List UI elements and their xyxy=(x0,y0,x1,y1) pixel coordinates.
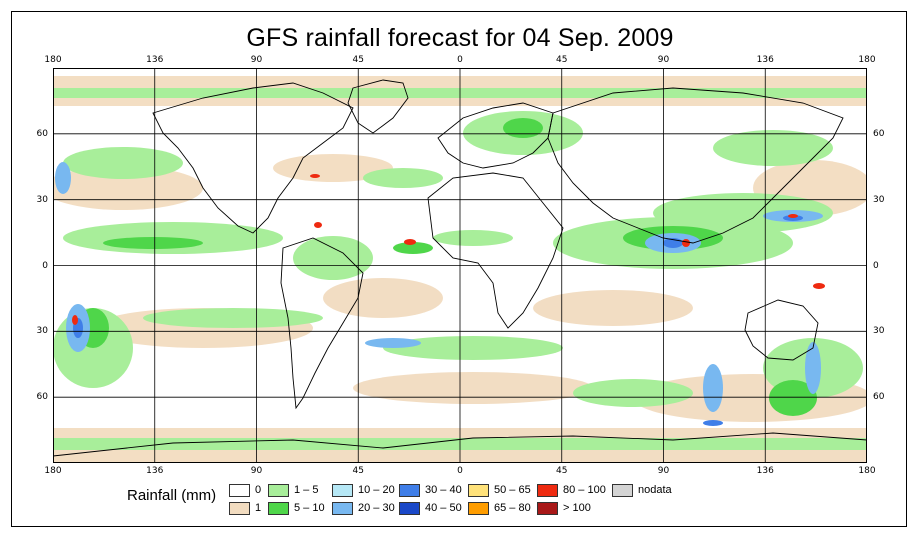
lon-tick-label-bottom: 180 xyxy=(44,466,62,476)
legend-swatch xyxy=(332,502,353,515)
legend-item-label: 1 xyxy=(255,502,262,514)
legend-item-label: 80 – 100 xyxy=(563,484,606,496)
rainfall-map xyxy=(53,68,867,463)
lon-tick-label-bottom: 136 xyxy=(146,466,164,476)
legend-item-label: 65 – 80 xyxy=(494,502,531,514)
legend-swatch xyxy=(268,484,289,497)
legend-item-label: 10 – 20 xyxy=(358,484,395,496)
legend-item-label: nodata xyxy=(638,484,672,496)
australia-coast xyxy=(744,299,819,361)
legend-swatch xyxy=(229,484,250,497)
lat-tick-label-left: 60 xyxy=(36,128,48,139)
lat-tick-label-right: 60 xyxy=(873,392,885,403)
legend-swatch xyxy=(468,484,489,497)
legend-title: Rainfall (mm) xyxy=(127,487,217,504)
legend-swatch xyxy=(332,484,353,497)
lon-tick-label-top: 45 xyxy=(556,55,568,65)
lon-tick-label-bottom: 45 xyxy=(556,466,568,476)
lat-tick-label-right: 0 xyxy=(873,260,879,271)
greenland-coast xyxy=(347,79,409,134)
south-america-coast xyxy=(280,237,364,410)
asia-coast xyxy=(547,87,844,244)
north-america-coast xyxy=(152,82,354,234)
legend-item-label: 30 – 40 xyxy=(425,484,462,496)
legend-swatch xyxy=(399,502,420,515)
lon-tick-label-bottom: 136 xyxy=(756,466,774,476)
europe-coast xyxy=(437,102,554,169)
legend-item-label: > 100 xyxy=(563,502,591,514)
legend-swatch xyxy=(268,502,289,515)
legend-item-label: 40 – 50 xyxy=(425,502,462,514)
legend-swatch xyxy=(537,502,558,515)
legend-item-label: 50 – 65 xyxy=(494,484,531,496)
antarctica-coast xyxy=(53,432,867,457)
lon-tick-label-bottom: 90 xyxy=(657,466,670,476)
legend-swatch xyxy=(229,502,250,515)
lon-tick-label-top: 136 xyxy=(146,55,164,65)
lon-tick-label-top: 180 xyxy=(44,55,62,65)
lon-tick-label-top: 90 xyxy=(250,55,263,65)
lon-tick-label-top: 136 xyxy=(756,55,774,65)
lat-tick-label-left: 30 xyxy=(36,194,48,205)
lon-tick-label-bottom: 180 xyxy=(858,466,876,476)
legend-swatch xyxy=(537,484,558,497)
legend-swatch xyxy=(468,502,489,515)
lon-tick-label-top: 180 xyxy=(858,55,876,65)
lon-tick-label-bottom: 90 xyxy=(250,466,263,476)
legend-item-label: 5 – 10 xyxy=(294,502,325,514)
legend-item-label: 20 – 30 xyxy=(358,502,395,514)
lat-lon-grid xyxy=(53,68,867,463)
africa-coast xyxy=(427,172,564,329)
lat-tick-label-left: 30 xyxy=(36,326,48,337)
legend-swatch xyxy=(612,484,633,497)
lon-tick-label-top: 45 xyxy=(352,55,364,65)
lon-tick-label-bottom: 45 xyxy=(352,466,364,476)
lat-tick-label-left: 0 xyxy=(42,260,48,271)
lon-tick-label-bottom: 0 xyxy=(457,466,463,476)
map-border xyxy=(53,68,867,463)
lon-tick-label-top: 90 xyxy=(657,55,670,65)
lat-tick-label-left: 60 xyxy=(36,392,48,403)
map-title: GFS rainfall forecast for 04 Sep. 2009 xyxy=(246,24,674,52)
map-canvas xyxy=(53,68,867,463)
lon-tick-label-top: 0 xyxy=(457,55,463,65)
lat-tick-label-right: 30 xyxy=(873,326,885,337)
coastlines xyxy=(53,79,867,457)
legend-item-label: 0 xyxy=(255,484,262,496)
legend-item-label: 1 – 5 xyxy=(294,484,319,496)
lat-tick-label-right: 30 xyxy=(873,194,885,205)
lat-tick-label-right: 60 xyxy=(873,128,885,139)
legend-swatch xyxy=(399,484,420,497)
